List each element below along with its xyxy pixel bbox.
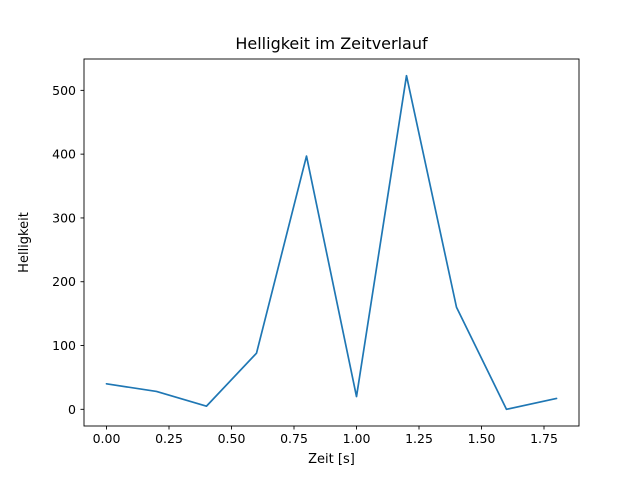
y-tick-label: 300 (52, 210, 76, 225)
x-tick-label: 1.75 (530, 431, 558, 446)
y-tick-label: 100 (52, 338, 76, 353)
x-axis-label: Zeit [s] (308, 452, 355, 467)
x-tick-label: 1.25 (405, 431, 433, 446)
y-tick-label: 0 (68, 402, 76, 417)
plot-area-border (83, 58, 580, 427)
x-tick-label: 1.50 (468, 431, 496, 446)
y-tick-label: 200 (52, 274, 76, 289)
y-tick-label: 500 (52, 83, 76, 98)
data-series (105, 74, 558, 411)
chart-title: Helligkeit im Zeitverlauf (235, 34, 428, 53)
y-tick-label: 400 (52, 147, 76, 162)
x-tick-label: 1.00 (343, 431, 371, 446)
x-tick-label: 0.50 (218, 431, 246, 446)
x-tick-label: 0.75 (280, 431, 308, 446)
axis-ticks: 0.00 0.25 0.50 0.75 1.00 1.25 1.50 1.75 0 100 200 3… (52, 83, 558, 446)
x-tick-label: 0.25 (155, 431, 183, 446)
y-axis-label: Helligkeit (17, 212, 32, 273)
x-tick-label: 0.00 (93, 431, 121, 446)
series-line-helligkeit (105, 74, 558, 411)
